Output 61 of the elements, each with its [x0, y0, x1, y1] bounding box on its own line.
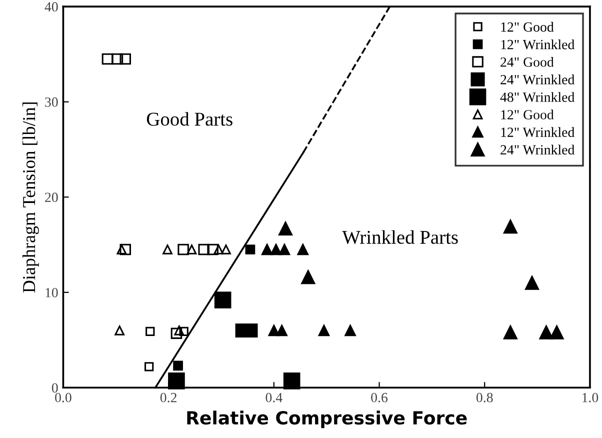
- legend-label: 12" Wrinkled: [501, 127, 575, 138]
- point: [261, 244, 273, 256]
- point: [214, 292, 232, 308]
- point: [162, 244, 172, 254]
- legend-label: 24" Wrinkled: [500, 74, 575, 84]
- point: [270, 244, 282, 256]
- point: [297, 244, 309, 256]
- point: [144, 362, 154, 372]
- point: [198, 244, 210, 256]
- point: [318, 324, 330, 336]
- point: [207, 244, 218, 256]
- point: [214, 244, 224, 254]
- point: [186, 244, 197, 254]
- point: [245, 244, 256, 254]
- legend-label: 12" Wrinkled: [501, 39, 575, 50]
- y-tick-label: 10: [46, 288, 58, 298]
- x-tick-label: 0.0: [55, 392, 72, 402]
- legend-label: 24" Wrinkled: [500, 144, 575, 155]
- point: [146, 326, 155, 336]
- point: [116, 244, 127, 254]
- point: [268, 324, 280, 336]
- y-axis-title: Diaphragm Tension [lb/in]: [22, 102, 39, 293]
- point: [112, 53, 124, 65]
- x-tick-label: 0.4: [266, 392, 282, 402]
- point: [179, 326, 188, 336]
- x-tick-label: 0.6: [371, 392, 388, 402]
- legend-label: 12" Good: [501, 110, 554, 120]
- y-tick-label: 0: [52, 383, 58, 393]
- point: [276, 324, 288, 336]
- legend-label: 24" Good: [500, 57, 554, 67]
- point: [173, 360, 183, 371]
- y-tick-label: 20: [45, 192, 58, 202]
- point: [301, 270, 316, 284]
- point: [550, 325, 564, 340]
- point: [120, 53, 131, 65]
- point: [221, 244, 231, 254]
- point: [102, 53, 114, 65]
- point: [278, 222, 293, 236]
- point: [170, 328, 182, 339]
- point: [503, 325, 518, 340]
- x-axis-title: Relative Compressive Force: [187, 410, 467, 428]
- annotation: Wrinkled Parts: [342, 230, 458, 244]
- legend-label: 12" Good: [501, 22, 554, 32]
- point: [120, 244, 131, 256]
- point: [174, 326, 184, 336]
- point: [525, 276, 540, 290]
- annotation: Good Parts: [146, 112, 232, 126]
- x-tick-label: 0.8: [476, 392, 493, 402]
- legend-label: 48" Wrinkled: [500, 92, 575, 102]
- x-tick-label: 1.0: [582, 392, 598, 402]
- point: [278, 244, 290, 256]
- point: [344, 324, 356, 336]
- y-tick-label: 30: [45, 97, 58, 107]
- point: [283, 372, 300, 390]
- point: [178, 244, 189, 256]
- x-tick-label: 0.2: [160, 392, 176, 402]
- point: [503, 220, 518, 234]
- point: [168, 372, 185, 390]
- point: [114, 326, 125, 336]
- y-tick-label: 40: [44, 2, 58, 12]
- point: [539, 325, 554, 340]
